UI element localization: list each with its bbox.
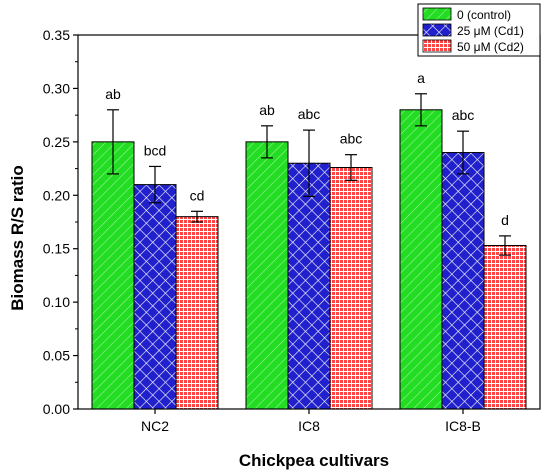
bar [133,184,177,410]
legend-label: 25 μM (Cd1) [457,24,524,38]
significance-label: d [501,212,509,228]
bar [329,167,373,410]
significance-label: cd [190,187,205,203]
y-axis-title: Biomass R/S ratio [8,165,27,311]
legend-swatch [422,23,452,37]
y-tick-label: 0.10 [43,294,70,310]
x-tick-label: IC8-B [445,418,481,434]
significance-label: abc [340,131,363,147]
significance-label: abc [298,106,321,122]
legend-swatch [422,7,452,21]
legend-swatch [422,39,452,53]
plot-frame [77,34,541,410]
bar [483,245,527,410]
significance-labels-layer: ab bcd cd ab abc abc a abc d [105,70,509,228]
error-bars-layer [107,93,511,256]
y-tick-label: 0.35 [43,27,70,43]
x-axis: NC2 IC8 IC8-B [141,409,481,434]
bars-layer [91,109,527,410]
significance-label: abc [452,107,475,123]
y-tick-label: 0.25 [43,134,70,150]
significance-label: bcd [144,142,167,158]
bar [91,141,135,410]
significance-label: ab [259,102,275,118]
significance-label: a [417,70,425,86]
bar [399,109,443,410]
y-tick-label: 0.30 [43,80,70,96]
y-tick-label: 0.20 [43,187,70,203]
bar [245,141,289,410]
y-tick-label: 0.05 [43,348,70,364]
y-tick-label: 0.00 [43,401,70,417]
significance-label: ab [105,86,121,102]
x-tick-label: NC2 [141,418,169,434]
bar [287,162,331,410]
bar [441,152,485,410]
legend-label: 50 μM (Cd2) [457,40,524,54]
y-tick-label: 0.15 [43,241,70,257]
bar [175,216,219,410]
y-axis: 0.00 0.05 0.10 0.15 0.20 0.25 0.30 0.35 [43,27,78,417]
legend: 0 (control) 25 μM (Cd1) 50 μM (Cd2) [417,3,541,57]
x-axis-title: Chickpea cultivars [239,451,389,470]
x-tick-label: IC8 [298,418,320,434]
legend-label: 0 (control) [457,8,511,22]
